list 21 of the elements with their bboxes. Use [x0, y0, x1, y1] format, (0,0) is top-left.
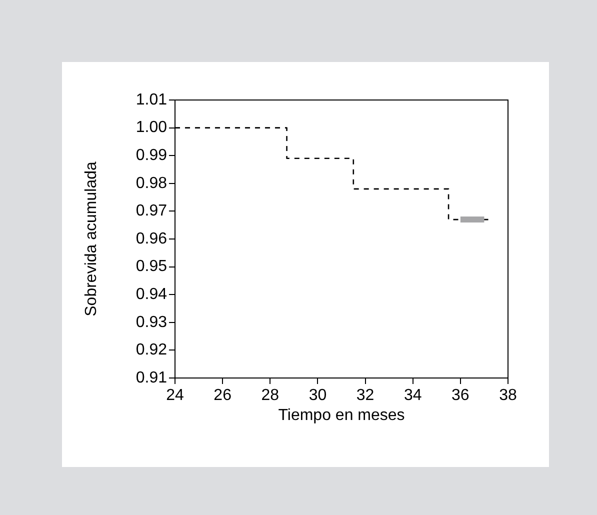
x-tick-label: 24: [166, 387, 184, 404]
y-tick-label: 0.95: [136, 258, 168, 276]
x-tick-label: 26: [214, 387, 232, 404]
x-tick-label: 28: [261, 387, 280, 404]
y-tick-label: 0.99: [136, 147, 168, 164]
x-tick-label: 36: [452, 387, 470, 404]
y-tick-label: 0.96: [136, 230, 168, 248]
y-tick-label: 0.91: [136, 369, 168, 386]
y-tick-label: 0.98: [136, 174, 168, 192]
x-tick-label: 38: [499, 387, 517, 404]
y-tick-label: 1.00: [136, 119, 168, 136]
y-tick-label: 0.93: [136, 314, 168, 331]
y-axis-title: Sobrevida acumulada: [83, 162, 100, 316]
y-tick-label: 0.94: [136, 286, 168, 304]
x-tick-label: 30: [308, 387, 327, 404]
x-axis-title: Tiempo en meses: [278, 406, 405, 424]
x-tick-label: 34: [404, 387, 422, 404]
y-tick-label: 0.92: [136, 342, 168, 359]
y-tick-label: 0.97: [136, 202, 168, 220]
x-tick-label: 32: [356, 387, 374, 404]
y-tick-label: 1.01: [136, 91, 168, 108]
